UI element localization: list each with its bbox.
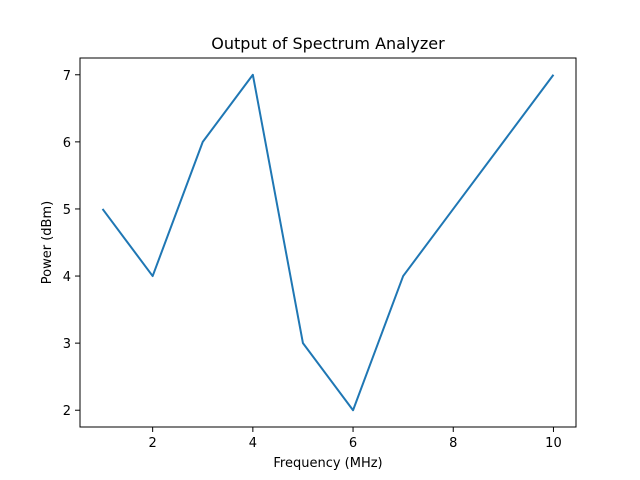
x-tick-label: 4 xyxy=(249,436,257,451)
y-axis-ticks: 2 3 4 5 6 7 xyxy=(63,69,80,419)
x-tick-label: 10 xyxy=(545,436,562,451)
series-line xyxy=(101,73,555,412)
x-axis-ticks: 2 4 6 8 10 xyxy=(149,427,562,451)
plot-area xyxy=(79,57,577,428)
x-tick-label: 2 xyxy=(149,436,157,451)
y-tick-label: 2 xyxy=(63,404,71,419)
y-tick-label: 5 xyxy=(63,203,71,218)
x-tick-label: 6 xyxy=(349,436,357,451)
chart-title: Output of Spectrum Analyzer xyxy=(211,34,445,53)
x-tick-label: 8 xyxy=(449,436,457,451)
y-tick-label: 6 xyxy=(63,136,71,151)
y-tick-label: 4 xyxy=(63,270,71,285)
y-axis-label: Power (dBm) xyxy=(40,201,55,284)
y-tick-label: 3 xyxy=(63,337,71,352)
y-tick-label: 7 xyxy=(63,69,71,84)
x-axis-label: Frequency (MHz) xyxy=(273,456,382,471)
